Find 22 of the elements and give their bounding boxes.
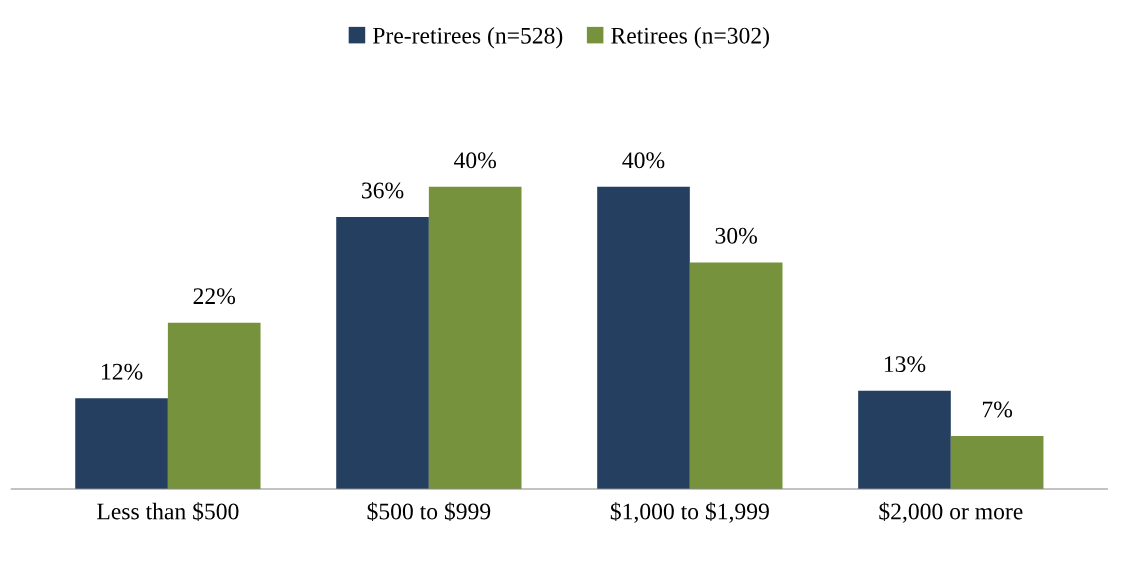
data-label: 36%	[362, 182, 404, 199]
bar	[428, 186, 522, 489]
legend-label: Retirees (n=302)	[611, 27, 769, 49]
data-label: 40%	[622, 152, 665, 169]
x-tick-label: $500 to $999	[367, 502, 491, 522]
bar	[858, 390, 951, 489]
bar	[597, 186, 690, 489]
bar	[75, 398, 168, 489]
bar	[950, 436, 1044, 489]
data-label: 40%	[454, 152, 497, 169]
bar	[689, 262, 783, 489]
legend-label: Pre-retirees (n=528)	[372, 27, 563, 49]
data-label: 13%	[884, 356, 926, 373]
x-tick-label: $2,000 or more	[879, 502, 1023, 523]
data-label: 12%	[102, 363, 143, 380]
data-label: 30%	[715, 227, 757, 244]
bar	[336, 217, 429, 489]
x-tick-label: Less than $500	[97, 502, 239, 522]
data-label: 22%	[193, 288, 236, 305]
x-tick-label: $1,000 to $1,999	[610, 502, 769, 523]
data-label: 7%	[982, 401, 1013, 418]
bar	[167, 322, 261, 489]
